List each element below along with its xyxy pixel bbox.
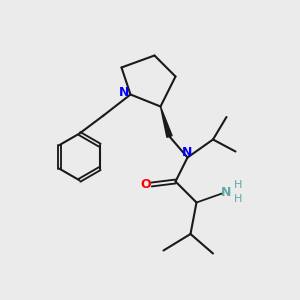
Text: H: H [234, 180, 243, 190]
Text: N: N [119, 85, 129, 99]
Text: O: O [141, 178, 152, 191]
Text: N: N [182, 146, 193, 160]
Text: H: H [234, 194, 243, 205]
Text: N: N [220, 186, 231, 199]
Polygon shape [160, 106, 172, 137]
